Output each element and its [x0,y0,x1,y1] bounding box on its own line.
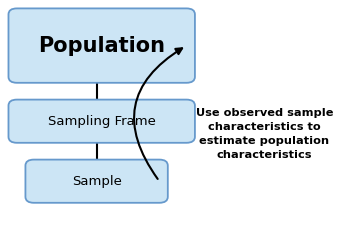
Text: Sample: Sample [72,175,122,188]
FancyBboxPatch shape [8,100,195,143]
FancyBboxPatch shape [25,160,168,203]
Text: Use observed sample
characteristics to
estimate population
characteristics: Use observed sample characteristics to e… [196,108,333,160]
Text: Population: Population [38,36,165,56]
FancyBboxPatch shape [8,8,195,83]
Text: Sampling Frame: Sampling Frame [48,115,156,128]
